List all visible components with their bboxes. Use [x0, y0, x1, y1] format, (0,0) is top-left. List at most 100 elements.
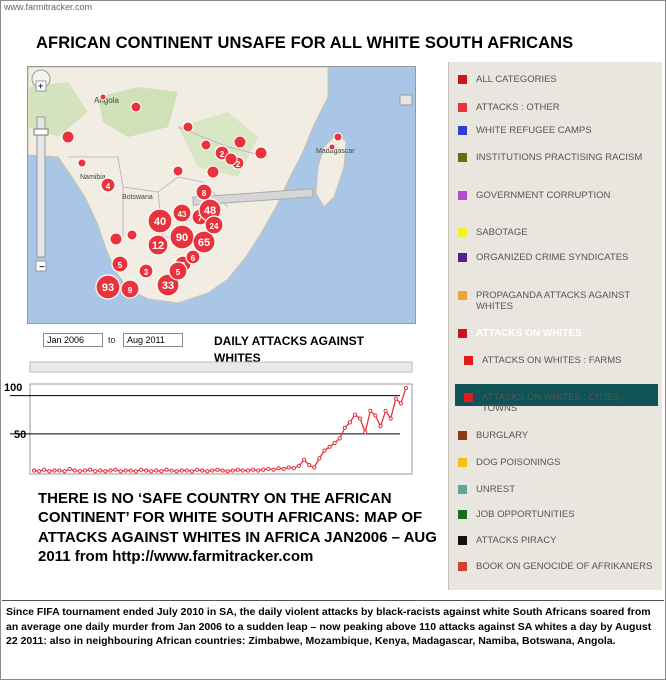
- map-marker-label: 2: [236, 160, 241, 169]
- legend-item[interactable]: ATTACKS : OTHER: [458, 102, 654, 113]
- map-marker-circle[interactable]: [192, 230, 216, 254]
- series-point: [301, 457, 307, 462]
- map-marker[interactable]: 90: [169, 224, 195, 250]
- map-marker-label: 8: [202, 189, 207, 198]
- map-canvas[interactable]: Angola Madagascar Botswana Namibia 93 9 33…: [28, 67, 416, 324]
- series-point: [42, 467, 47, 472]
- zoom-out-button[interactable]: [35, 260, 47, 272]
- series-point: [358, 416, 363, 421]
- map-marker-circle[interactable]: [120, 279, 140, 299]
- series-point: [67, 466, 72, 472]
- map-marker-circle[interactable]: [100, 177, 116, 193]
- series-point: [312, 465, 317, 470]
- legend-label: WHITE REFUGEE CAMPS: [476, 125, 592, 136]
- series-point: [210, 468, 215, 473]
- legend-swatch: [458, 126, 467, 135]
- legend-swatch: [458, 458, 467, 467]
- map-marker[interactable]: 43: [172, 203, 192, 223]
- map-marker-label: 93: [102, 282, 114, 294]
- legend-item[interactable]: BURGLARY: [458, 430, 654, 441]
- small-markers[interactable]: [61, 93, 343, 246]
- legend-item[interactable]: BOOK ON GENOCIDE OF AFRIKANERS: [458, 561, 654, 572]
- map-marker-circle[interactable]: [147, 208, 173, 234]
- series-point: [154, 468, 159, 473]
- legend-item[interactable]: ATTACKS PIRACY: [458, 535, 654, 546]
- series-point: [179, 468, 184, 473]
- series-point: [87, 467, 93, 472]
- map-marker-circle[interactable]: [156, 273, 180, 297]
- zoom-slider-track[interactable]: [36, 116, 46, 258]
- series-point: [138, 467, 144, 472]
- from-date-select[interactable]: Jan 2006: [43, 333, 103, 347]
- fullscreen-icon[interactable]: [399, 94, 413, 106]
- series-point: [235, 467, 240, 472]
- page-url[interactable]: www.farmitracker.com: [4, 2, 93, 12]
- map-marker-circle[interactable]: [195, 183, 213, 201]
- map-marker-circle[interactable]: [172, 203, 192, 223]
- map-marker-circle[interactable]: [168, 261, 188, 281]
- map-marker[interactable]: 65: [192, 230, 216, 254]
- map-marker[interactable]: 93: [95, 274, 121, 300]
- series-point: [164, 467, 169, 472]
- map-marker-circle[interactable]: [95, 274, 121, 300]
- map-marker[interactable]: 48: [198, 198, 222, 222]
- series-point: [128, 468, 133, 473]
- legend-item[interactable]: GOVERNMENT CORRUPTION: [458, 190, 654, 201]
- plus-icon: +: [38, 81, 43, 91]
- legend-item[interactable]: JOB OPPORTUNITIES: [458, 509, 654, 520]
- from-date-value: Jan 2006: [47, 335, 85, 345]
- legend-item[interactable]: ATTACKS ON WHITES : CITIES , TOWNS: [464, 392, 644, 414]
- category-legend: [448, 62, 662, 590]
- legend-item[interactable]: UNREST: [458, 484, 654, 495]
- legend-item[interactable]: ATTACKS ON WHITES: [458, 328, 654, 339]
- map-marker[interactable]: 40: [147, 208, 173, 234]
- map-marker[interactable]: 4: [100, 177, 116, 193]
- map-marker-circle[interactable]: [147, 234, 169, 256]
- legend-swatch: [464, 356, 473, 365]
- legend-swatch: [458, 562, 467, 571]
- to-date-select[interactable]: Aug 2011: [123, 333, 183, 347]
- map-marker[interactable]: 24: [204, 215, 224, 235]
- legend-item[interactable]: PROPAGANDA ATTACKS AGAINST WHITES: [458, 290, 654, 312]
- map-marker[interactable]: 33: [156, 273, 180, 297]
- map-marker[interactable]: 5: [111, 255, 129, 273]
- legend-item[interactable]: DOG POISONINGS: [458, 457, 654, 468]
- series-point: [256, 468, 261, 473]
- legend-item[interactable]: SABOTAGE: [458, 227, 654, 238]
- legend-item[interactable]: WHITE REFUGEE CAMPS: [458, 125, 654, 136]
- map-view[interactable]: Angola Madagascar Botswana Namibia 93 9 33…: [27, 66, 416, 324]
- map-marker-circle[interactable]: [111, 255, 129, 273]
- africa-landmass: [28, 67, 329, 304]
- map-marker-circle[interactable]: [204, 215, 224, 235]
- zoom-slider-handle[interactable]: [33, 128, 49, 136]
- to-date-value: Aug 2011: [127, 335, 165, 345]
- series-point: [363, 430, 368, 435]
- map-marker[interactable]: 5: [168, 261, 188, 281]
- map-marker[interactable]: 9: [120, 279, 140, 299]
- map-marker-circle[interactable]: [138, 263, 154, 279]
- legend-swatch: [464, 393, 473, 402]
- zoom-control[interactable]: + −: [31, 69, 51, 273]
- map-marker[interactable]: 12: [147, 234, 169, 256]
- marker-layer[interactable]: 93933409012657434824853624532: [95, 145, 245, 300]
- series-point: [77, 469, 82, 474]
- timeline-slider[interactable]: [29, 361, 413, 373]
- legend-item[interactable]: ALL CATEGORIES: [458, 74, 654, 85]
- series-point: [103, 469, 108, 474]
- map-marker-circle[interactable]: [185, 249, 201, 265]
- legend-label: ATTACKS ON WHITES: [476, 328, 582, 339]
- series-point: [403, 385, 409, 391]
- y-axis-label-50: 50: [14, 429, 27, 441]
- legend-item[interactable]: ATTACKS ON WHITES : FARMS: [464, 355, 644, 366]
- map-marker[interactable]: 6: [185, 249, 201, 265]
- series-point: [52, 468, 57, 473]
- series-point: [62, 469, 67, 474]
- map-marker[interactable]: 8: [195, 183, 213, 201]
- map-marker-label: 7: [198, 214, 203, 223]
- series-point: [174, 469, 179, 474]
- legend-item[interactable]: INSTITUTIONS PRACTISING RACISM: [458, 152, 654, 163]
- zoom-in-button[interactable]: [35, 80, 47, 92]
- map-marker[interactable]: 3: [138, 263, 154, 279]
- legend-swatch: [458, 253, 467, 262]
- legend-item[interactable]: ORGANIZED CRIME SYNDICATES: [458, 252, 654, 263]
